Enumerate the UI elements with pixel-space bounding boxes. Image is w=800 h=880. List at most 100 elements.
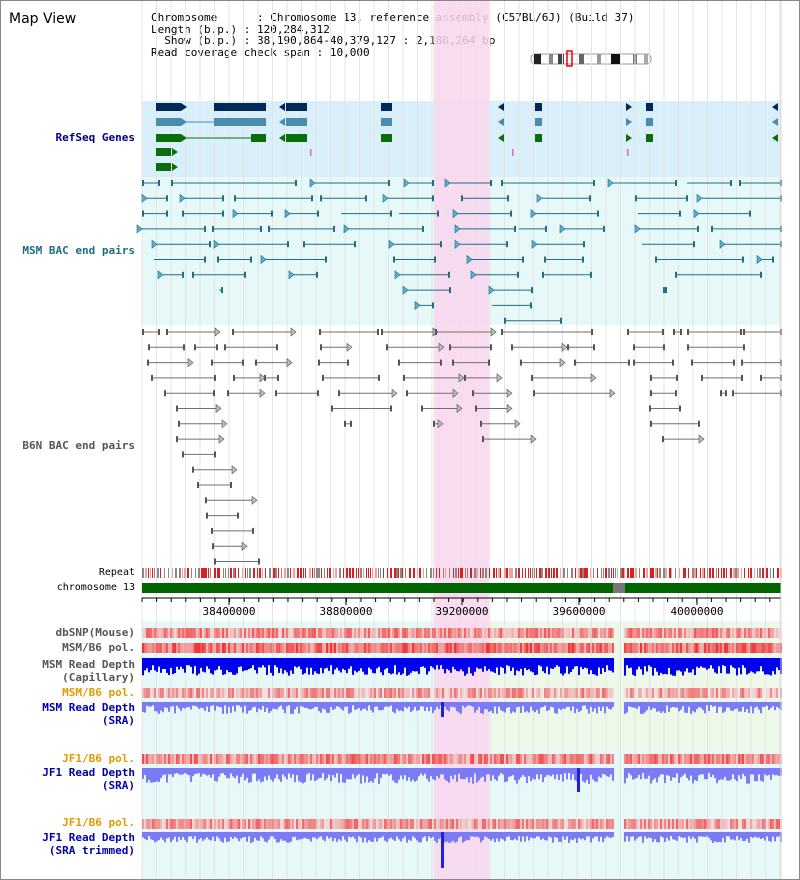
depth-bar [654,658,656,669]
depth-bar [362,768,364,776]
depth-bar [514,658,516,676]
pol-cell [558,628,560,638]
pol-cell [310,688,312,698]
repeat-element [356,568,357,578]
pol-cell [464,754,466,764]
refseq-track[interactable] [156,103,778,171]
repeat-element [293,568,295,578]
pol-cell [650,688,652,698]
depth-bar [246,658,248,671]
depth-bar [450,768,452,776]
bac-end-mark [421,405,423,412]
pol-cell [152,819,154,829]
bac-end-mark [603,225,605,232]
pol-cell [728,688,730,698]
track-label-b6n-bac[interactable]: B6N BAC end pairs [22,439,135,452]
pol-cell [238,819,240,829]
depth-bar [442,658,444,669]
pol-cell [688,628,690,638]
depth-bar [462,832,464,843]
depth-bar [176,702,178,706]
depth-bar [416,658,418,672]
pol-cell [510,754,512,764]
depth-bar [770,702,772,708]
bac-end-mark [211,527,213,534]
depth-bar [768,832,770,841]
depth-bar [154,768,156,783]
depth-bar [682,832,684,838]
pol-cell [728,819,730,829]
depth-bar [486,768,488,775]
depth-bar [590,768,592,775]
depth-bar [454,702,456,708]
pol-cell [686,628,688,638]
pol-cell [528,643,530,653]
pol-cell [324,628,326,638]
pol-cell [702,688,704,698]
depth-bar [716,768,718,784]
pol-cell [174,628,176,638]
depth-bar [700,832,702,837]
depth-bar [540,658,542,667]
pol-cell [720,643,722,653]
depth-bar [184,702,186,709]
depth-bar [310,768,312,781]
repeat-element [460,568,462,578]
depth-bar [686,658,688,669]
repeat-element [518,568,520,578]
depth-bar [380,702,382,711]
pol-cell [750,688,752,698]
bac-end-arrow [590,373,597,383]
depth-bar [388,702,390,707]
depth-bar [562,702,564,709]
pol-cell [240,754,242,764]
pol-cell [750,628,752,638]
depth-bar [366,702,368,711]
depth-bar [416,702,418,711]
pol-cell [478,754,480,764]
bac-end-mark [403,374,405,381]
depth-bar [270,768,272,780]
depth-bar [304,832,306,838]
track-label-msm-bac[interactable]: MSM BAC end pairs [22,244,135,257]
depth-bar [146,768,148,783]
pol-cell [658,628,660,638]
bac-end-arrow [756,254,763,265]
pol-cell [680,819,682,829]
depth-bar [706,702,708,706]
depth-bar [196,832,198,843]
pol-cell [160,819,162,829]
depth-bar [428,702,430,712]
depth-bar [296,702,298,707]
pol-cell [594,643,596,653]
pol-cell [528,628,530,638]
repeat-element [509,568,511,578]
depth-bar [268,702,270,714]
depth-bar [494,702,496,707]
pol-cell [436,688,438,698]
depth-bar [392,702,394,712]
pol-cell [598,754,600,764]
pol-cell [708,819,710,829]
depth-bar [708,768,710,774]
pol-cell [478,628,480,638]
repeat-element [632,568,634,578]
pol-cell [532,643,534,653]
b6n-bac-track[interactable] [142,327,782,565]
pol-cell [690,628,692,638]
pol-cell [650,754,652,764]
pol-cell [456,628,458,638]
depth-bar [672,702,674,707]
pol-cell [308,643,310,653]
repeat-element [179,568,181,578]
depth-bar [420,832,422,843]
track-label-refseq[interactable]: RefSeq Genes [55,131,135,144]
depth-bar [220,832,222,842]
pol-cell [386,688,388,698]
depth-bar [408,768,410,778]
msm-bac-track[interactable] [136,178,782,324]
pol-cell [772,643,774,653]
pol-cell [346,688,348,698]
depth-bar [546,768,548,776]
